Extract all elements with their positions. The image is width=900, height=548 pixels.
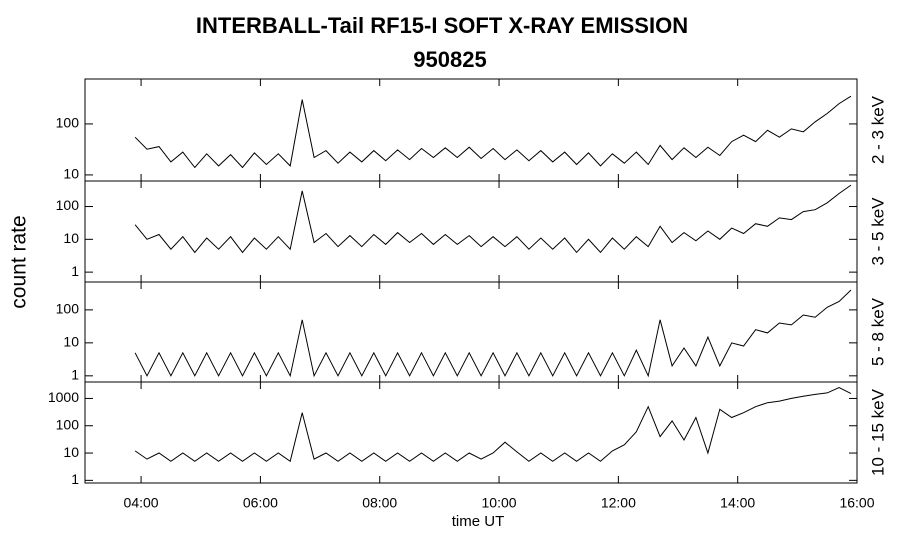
panel-label: 10 - 15 keV [868, 388, 887, 476]
y-tick-label: 1 [71, 471, 79, 487]
x-axis-label: time UT [452, 513, 505, 530]
y-tick-label: 1 [71, 367, 79, 383]
y-tick-label: 1000 [48, 389, 79, 405]
x-tick-label: 14:00 [720, 495, 755, 511]
panel-label: 3 - 5 keV [868, 197, 887, 266]
y-tick-label: 10 [63, 230, 79, 246]
data-line [134, 184, 852, 254]
y-tick-label: 100 [56, 115, 80, 131]
panel-frame [84, 281, 858, 383]
y-tick-label: 10 [63, 444, 79, 460]
panel-label: 5 - 8 keV [868, 297, 887, 366]
chart-title: INTERBALL-Tail RF15-I SOFT X-RAY EMISSIO… [196, 13, 688, 38]
data-line [134, 95, 852, 169]
x-tick-label: 10:00 [482, 495, 517, 511]
chart-subtitle: 950825 [413, 47, 486, 72]
panel-frame [84, 180, 858, 283]
panel-frame [84, 381, 858, 484]
y-tick-label: 1 [71, 263, 79, 279]
panel-label: 2 - 3 keV [868, 95, 887, 164]
x-tick-label: 08:00 [362, 495, 397, 511]
y-tick-label: 100 [56, 416, 80, 432]
x-tick-label: 04:00 [124, 495, 159, 511]
x-tick-label: 06:00 [243, 495, 278, 511]
panel-frame [84, 78, 858, 182]
x-tick-label: 16:00 [839, 495, 874, 511]
y-tick-label: 10 [63, 334, 79, 350]
y-tick-label: 100 [56, 301, 80, 317]
y-tick-label: 100 [56, 197, 80, 213]
data-line [134, 289, 852, 378]
data-line [134, 387, 852, 463]
y-axis-label: count rate [8, 215, 31, 308]
x-tick-label: 12:00 [601, 495, 636, 511]
y-tick-label: 10 [63, 166, 79, 182]
